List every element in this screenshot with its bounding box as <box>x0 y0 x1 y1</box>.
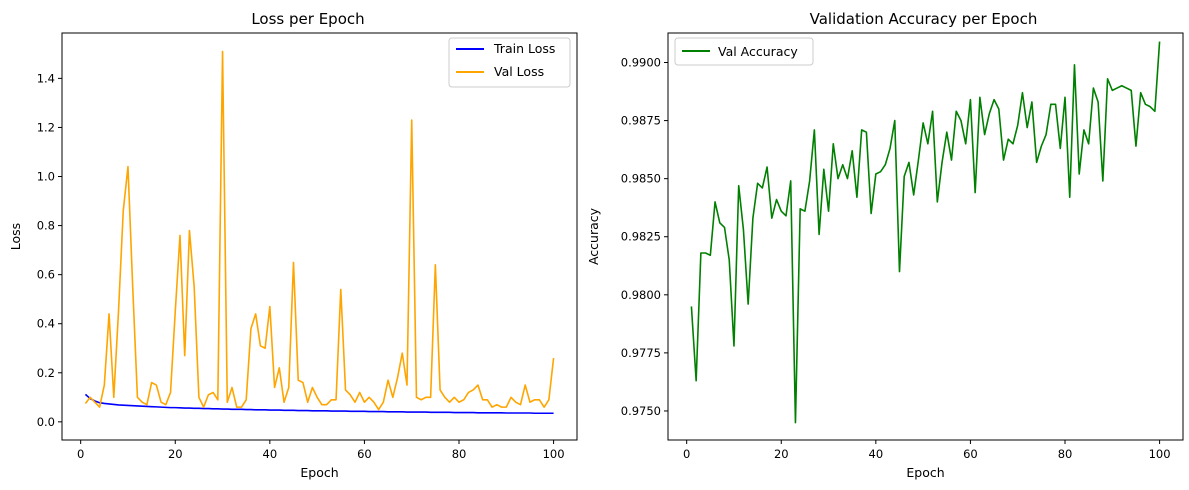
accuracy-y-tick-label: 0.9900 <box>621 56 661 70</box>
loss-chart-axes-frame <box>61 32 578 441</box>
accuracy-x-tick-label: 60 <box>963 447 978 461</box>
loss-x-tick-label: 80 <box>452 447 467 461</box>
accuracy-x-tick-label: 0 <box>683 447 690 461</box>
loss-y-tick-label: 0.0 <box>37 415 55 429</box>
loss-x-tick-label: 60 <box>357 447 372 461</box>
loss-series-line-train-loss <box>84 393 554 415</box>
accuracy-x-tick-label: 20 <box>774 447 789 461</box>
accuracy-x-tick-label: 40 <box>869 447 884 461</box>
accuracy-chart-ticks: 0 20 40 60 80 100 0.9750 0.9775 0.9800 0.9825 0.98… <box>621 56 1171 461</box>
accuracy-legend-box <box>674 37 814 66</box>
loss-chart-title: Loss per Epoch <box>251 10 364 28</box>
loss-chart: Loss per Epoch 0 20 40 60 80 1000.00.20.40.60… <box>8 10 578 480</box>
loss-chart-ticks: 0 20 40 60 80 100 0.0 0.2 0.4 0.6 0.8 1.0 1.2 1.4 <box>37 71 565 461</box>
accuracy-y-tick-label: 0.9775 <box>621 346 661 360</box>
loss-chart-ylabel: Loss <box>8 223 23 250</box>
accuracy-chart-ylabel: Accuracy <box>586 207 601 265</box>
accuracy-chart-axes-frame <box>667 32 1184 441</box>
loss-chart-series <box>84 50 555 415</box>
loss-y-tick-label: 0.2 <box>37 366 55 380</box>
accuracy-chart: Validation Accuracy per Epoch 0 20 40 60 80 1… <box>586 10 1184 480</box>
loss-y-tick-label: 1.4 <box>37 71 55 85</box>
loss-y-tick-label: 0.4 <box>37 317 55 331</box>
loss-chart-legend: Train Loss Val Loss <box>448 37 571 88</box>
loss-x-tick-label: 20 <box>168 447 183 461</box>
accuracy-series-line-val-accuracy <box>690 41 1161 424</box>
accuracy-x-tick-label: 80 <box>1058 447 1073 461</box>
accuracy-y-tick-label: 0.9800 <box>621 288 661 302</box>
accuracy-legend-label: Val Accuracy <box>718 44 798 59</box>
loss-y-tick-label: 1.2 <box>37 120 55 134</box>
accuracy-y-tick-label: 0.9875 <box>621 114 661 128</box>
loss-x-tick-label: 40 <box>263 447 278 461</box>
loss-x-tick-label: 100 <box>543 447 565 461</box>
accuracy-y-tick-label: 0.9825 <box>621 230 661 244</box>
accuracy-x-tick-label: 100 <box>1149 447 1171 461</box>
loss-chart-xlabel: Epoch <box>300 465 338 480</box>
accuracy-chart-title: Validation Accuracy per Epoch <box>810 10 1038 28</box>
loss-y-tick-label: 1.0 <box>37 170 55 184</box>
accuracy-chart-legend: Val Accuracy <box>674 37 814 66</box>
loss-y-tick-label: 0.8 <box>37 219 55 233</box>
accuracy-chart-xlabel: Epoch <box>906 465 944 480</box>
loss-legend-label-train: Train Loss <box>493 41 555 56</box>
loss-legend-label-val: Val Loss <box>494 64 544 79</box>
accuracy-y-tick-label: 0.9850 <box>621 172 661 186</box>
loss-series-line-val-loss <box>84 50 555 411</box>
accuracy-y-tick-label: 0.9750 <box>621 404 661 418</box>
loss-x-tick-label: 0 <box>77 447 84 461</box>
loss-y-tick-label: 0.6 <box>37 268 55 282</box>
loss-legend-box <box>448 37 571 88</box>
accuracy-chart-series <box>690 41 1161 424</box>
